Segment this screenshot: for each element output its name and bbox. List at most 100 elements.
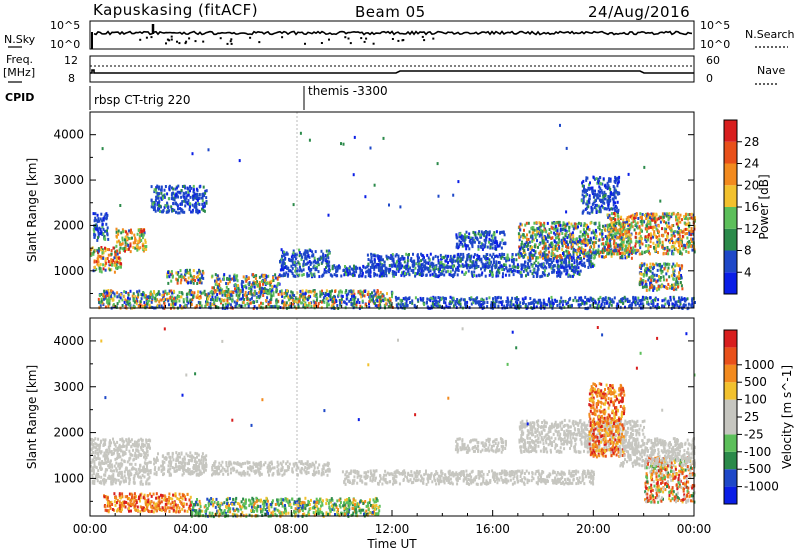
power-cell: [489, 269, 491, 273]
power-cell: [620, 242, 623, 246]
power-cell: [99, 217, 102, 221]
power-cell: [94, 233, 97, 237]
power-cell: [690, 216, 693, 220]
power-cell: [568, 235, 571, 239]
power-cell: [680, 264, 683, 268]
power-cell: [172, 202, 175, 206]
power-cell: [133, 297, 136, 301]
power-cell: [693, 219, 696, 223]
power-cell: [535, 275, 538, 278]
power-cell: [527, 264, 530, 268]
power-cell: [538, 243, 541, 246]
power-cell: [603, 255, 606, 259]
power-cell: [189, 185, 191, 189]
power-cell: [691, 237, 694, 241]
power-cell: [409, 301, 412, 304]
power-cell: [561, 248, 564, 252]
power-cell: [624, 251, 627, 254]
power-cell: [621, 240, 623, 244]
power-cell: [681, 234, 684, 238]
power-cell: [615, 178, 618, 182]
power-cell: [391, 295, 393, 299]
power-cell: [657, 217, 660, 221]
power-cell: [609, 217, 612, 221]
power-cell: [567, 255, 570, 259]
power-cell: [130, 231, 133, 235]
power-cell: [477, 232, 480, 236]
power-cell: [167, 297, 170, 301]
power-cell: [95, 260, 98, 263]
power-cell: [529, 245, 532, 248]
power-cell: [304, 253, 307, 257]
power-cell: [357, 290, 360, 294]
power-cell: [673, 286, 676, 289]
power-cell: [574, 268, 577, 272]
power-cell: [293, 252, 296, 256]
power-cell: [628, 252, 631, 256]
power-cell: [666, 262, 669, 266]
power-cell: [526, 266, 529, 270]
power-cell: [277, 305, 280, 309]
power-cell: [453, 255, 456, 259]
power-cell: [601, 238, 604, 241]
nave-tick-top: 60: [706, 54, 720, 67]
power-cell: [165, 210, 168, 214]
power-cell: [248, 281, 251, 285]
power-cell: [571, 263, 574, 267]
power-cell: [606, 239, 609, 243]
power-cell: [255, 296, 258, 299]
date-title: 24/Aug/2016: [588, 3, 690, 21]
power-cell: [107, 291, 110, 295]
power-cell: [672, 252, 675, 256]
power-cell: [670, 233, 673, 237]
power-cell: [501, 268, 504, 271]
power-cell: [330, 304, 333, 308]
power-cell: [108, 268, 111, 272]
power-cell: [129, 236, 132, 240]
power-cell: [494, 245, 497, 248]
power-cell: [540, 262, 543, 266]
power-cell: [113, 294, 116, 298]
power-cell: [302, 252, 305, 256]
power-cell: [653, 230, 656, 234]
power-cell: [630, 249, 633, 253]
power-cell: [104, 264, 107, 268]
power-cell: [655, 280, 658, 284]
power-cell: [154, 293, 157, 297]
power-cell: [144, 294, 147, 298]
power-cell: [281, 264, 284, 268]
power-cell: [552, 257, 555, 260]
power-cell: [683, 217, 686, 220]
power-cell: [266, 291, 269, 295]
power-cell: [103, 237, 106, 241]
power-cell: [351, 293, 354, 297]
power-cell: [586, 251, 589, 255]
power-cell: [573, 259, 576, 263]
power-cell: [304, 301, 307, 305]
power-cell: [592, 175, 595, 179]
power-cell: [192, 184, 195, 188]
power-cell: [310, 305, 313, 308]
power-cell: [532, 275, 535, 278]
power-cell: [589, 181, 591, 185]
power-cell: [133, 300, 136, 304]
power-cell: [558, 240, 561, 244]
power-cell: [592, 251, 595, 255]
power-cell: [687, 217, 689, 221]
power-cell: [675, 262, 678, 266]
power-cell: [193, 191, 196, 195]
power-cell: [609, 242, 612, 246]
power-cell: [619, 252, 622, 255]
power-cell: [583, 195, 586, 199]
power-cell: [562, 252, 564, 255]
power-cell: [473, 266, 476, 270]
power-cell: [640, 264, 643, 268]
power-cell: [245, 279, 248, 283]
power-cell: [463, 236, 466, 240]
power-cell: [400, 273, 403, 277]
power-cell: [587, 266, 590, 269]
power-cell: [159, 298, 162, 302]
power-cell: [537, 261, 540, 265]
power-cell: [552, 259, 555, 263]
power-cell: [298, 269, 301, 273]
